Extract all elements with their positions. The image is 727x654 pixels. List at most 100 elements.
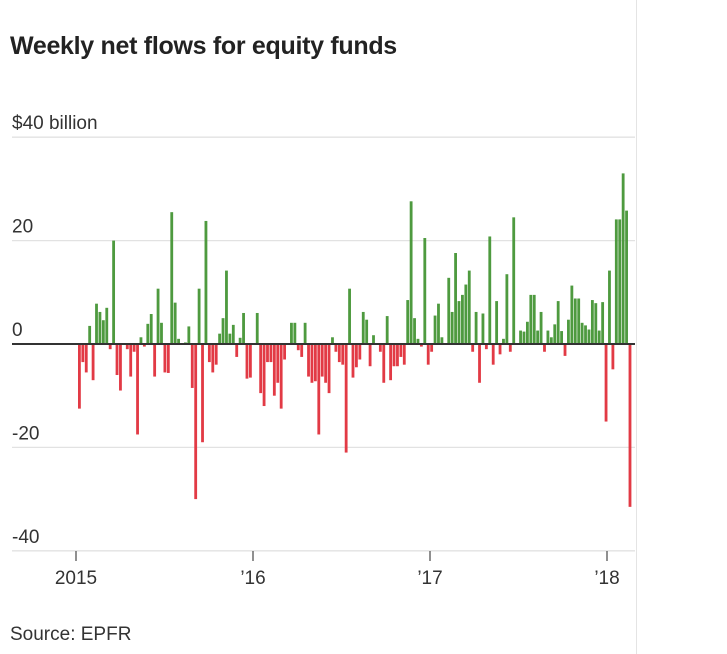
bar-positive (556, 301, 560, 344)
bar-negative (611, 344, 615, 370)
bar-positive (372, 335, 375, 344)
bar-negative (471, 344, 475, 352)
bar-positive (587, 329, 591, 344)
bar-negative (313, 344, 317, 382)
bar-negative (91, 344, 95, 381)
bar-negative (214, 344, 218, 365)
bar-negative (368, 344, 372, 367)
bar-negative (310, 344, 314, 383)
bar-negative (426, 344, 430, 365)
bar-negative (132, 344, 136, 352)
bar-positive (238, 337, 242, 344)
bar-negative (119, 344, 122, 391)
bar-negative (153, 344, 157, 377)
bar-negative (84, 344, 88, 373)
bar-positive (255, 312, 259, 344)
bar-negative (324, 344, 328, 383)
y-tick-label: -20 (12, 423, 39, 444)
bar-positive (101, 320, 105, 344)
bar-negative (399, 344, 403, 357)
bar-positive (618, 219, 622, 344)
bar-positive (539, 311, 543, 344)
bar-negative (563, 344, 567, 356)
bar-positive (221, 318, 225, 344)
bar-positive (361, 311, 365, 344)
bar-positive (577, 298, 581, 344)
bar-positive (608, 270, 611, 344)
bar-negative (508, 344, 512, 352)
bar-positive (621, 173, 625, 344)
y-tick-label: 0 (12, 320, 23, 341)
source-note: Source: EPFR (10, 624, 132, 645)
bar-positive (529, 294, 533, 344)
bar-positive (625, 210, 628, 344)
bar-negative (604, 344, 608, 422)
bar-positive (519, 330, 522, 344)
bar-negative (81, 344, 85, 363)
bar-positive (170, 212, 174, 344)
bar-positive (160, 322, 163, 344)
bar-negative (337, 344, 341, 363)
bar-negative (235, 344, 239, 357)
bar-positive (450, 311, 454, 344)
bar-positive (560, 331, 564, 344)
bar-positive (242, 312, 245, 344)
bar-negative (317, 344, 321, 435)
bar-negative (307, 344, 310, 377)
bar-negative (351, 344, 355, 378)
bar-negative (478, 344, 481, 383)
bar-negative (355, 344, 358, 368)
bar-negative (279, 344, 283, 409)
bar-negative (378, 344, 382, 352)
bar-positive (474, 311, 478, 344)
bar-positive (365, 319, 369, 344)
bar-negative (344, 344, 348, 453)
bar-positive (416, 338, 420, 344)
y-tick-label: $40 billion (12, 113, 98, 134)
bar-positive (204, 220, 208, 344)
bar-negative (129, 344, 133, 377)
bar-positive (522, 331, 526, 344)
bar-negative (194, 344, 198, 500)
bar-positive (601, 302, 605, 344)
bar-positive (454, 253, 457, 344)
bar-positive (461, 294, 464, 344)
bar-negative (430, 344, 434, 352)
bar-positive (536, 330, 540, 344)
bar-negative (334, 344, 338, 352)
bar-negative (543, 344, 546, 352)
bar-positive (570, 285, 574, 344)
bar-positive (149, 314, 153, 344)
bar-positive (423, 238, 427, 344)
y-tick-label: 20 (12, 217, 33, 238)
bar-positive (409, 201, 413, 344)
bar-positive (290, 322, 293, 344)
bar-negative (115, 344, 119, 376)
x-tick-label: ’17 (417, 568, 442, 589)
bar-positive (488, 236, 492, 344)
bar-negative (419, 344, 423, 347)
bar-positive (481, 313, 485, 344)
bar-positive (590, 300, 594, 344)
bar-positive (457, 301, 461, 344)
bar-negative (327, 344, 331, 394)
bar-negative (269, 344, 273, 363)
bar-negative (392, 344, 396, 367)
bar-negative (320, 344, 324, 377)
bar-negative (108, 344, 112, 350)
bar-negative (272, 344, 276, 396)
bar-positive (573, 298, 577, 344)
x-tick-label: ’16 (240, 568, 265, 589)
bar-positive (597, 330, 601, 344)
bar-positive (385, 316, 389, 344)
bar-negative (163, 344, 167, 373)
bar-negative (283, 344, 287, 360)
bar-positive (331, 337, 334, 344)
bar-negative (358, 344, 362, 360)
bar-negative (259, 344, 263, 394)
bar-positive (225, 270, 228, 344)
bar-negative (125, 344, 129, 350)
bar-positive (512, 217, 516, 344)
bar-positive (546, 330, 550, 344)
